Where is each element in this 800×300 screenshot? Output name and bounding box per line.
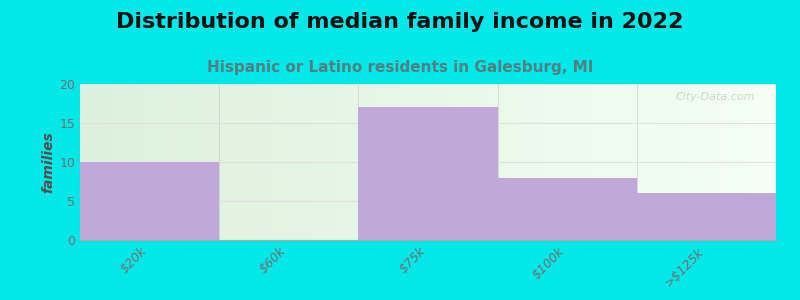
Bar <box>358 107 498 240</box>
Text: Hispanic or Latino residents in Galesburg, MI: Hispanic or Latino residents in Galesbur… <box>207 60 593 75</box>
Text: City-Data.com: City-Data.com <box>676 92 755 102</box>
Y-axis label: families: families <box>41 131 55 193</box>
Bar <box>637 193 776 240</box>
Bar <box>80 162 219 240</box>
Bar <box>498 178 637 240</box>
Text: Distribution of median family income in 2022: Distribution of median family income in … <box>116 12 684 32</box>
